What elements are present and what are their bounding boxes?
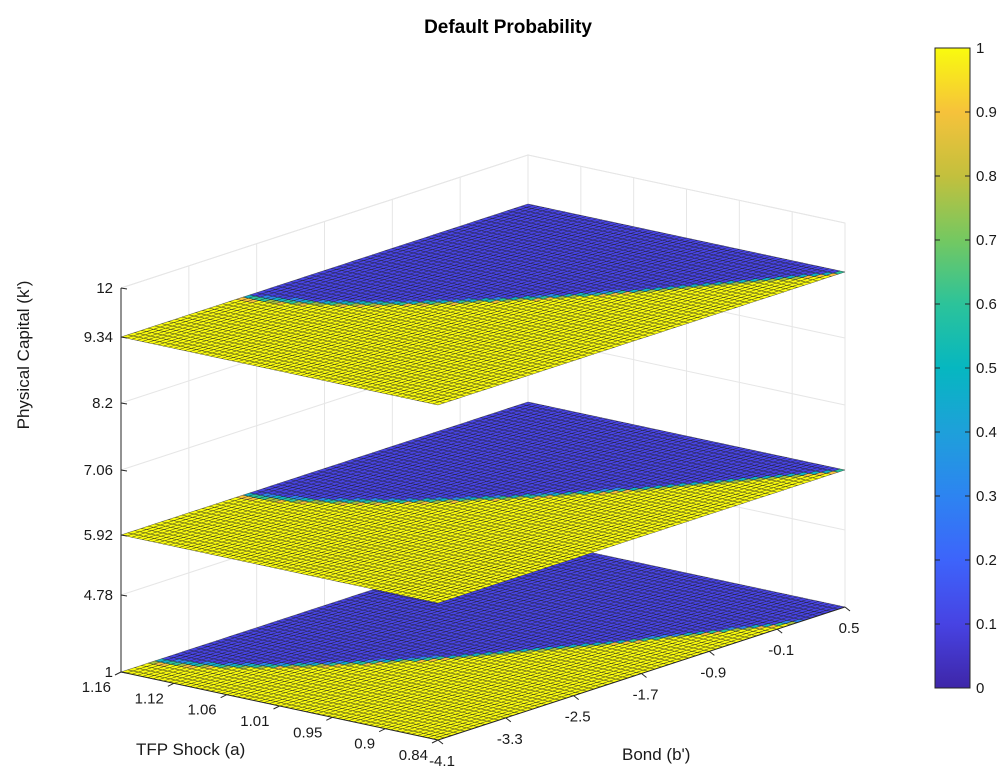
surface-slices	[120, 203, 846, 741]
chart-title: Default Probability	[424, 17, 592, 38]
